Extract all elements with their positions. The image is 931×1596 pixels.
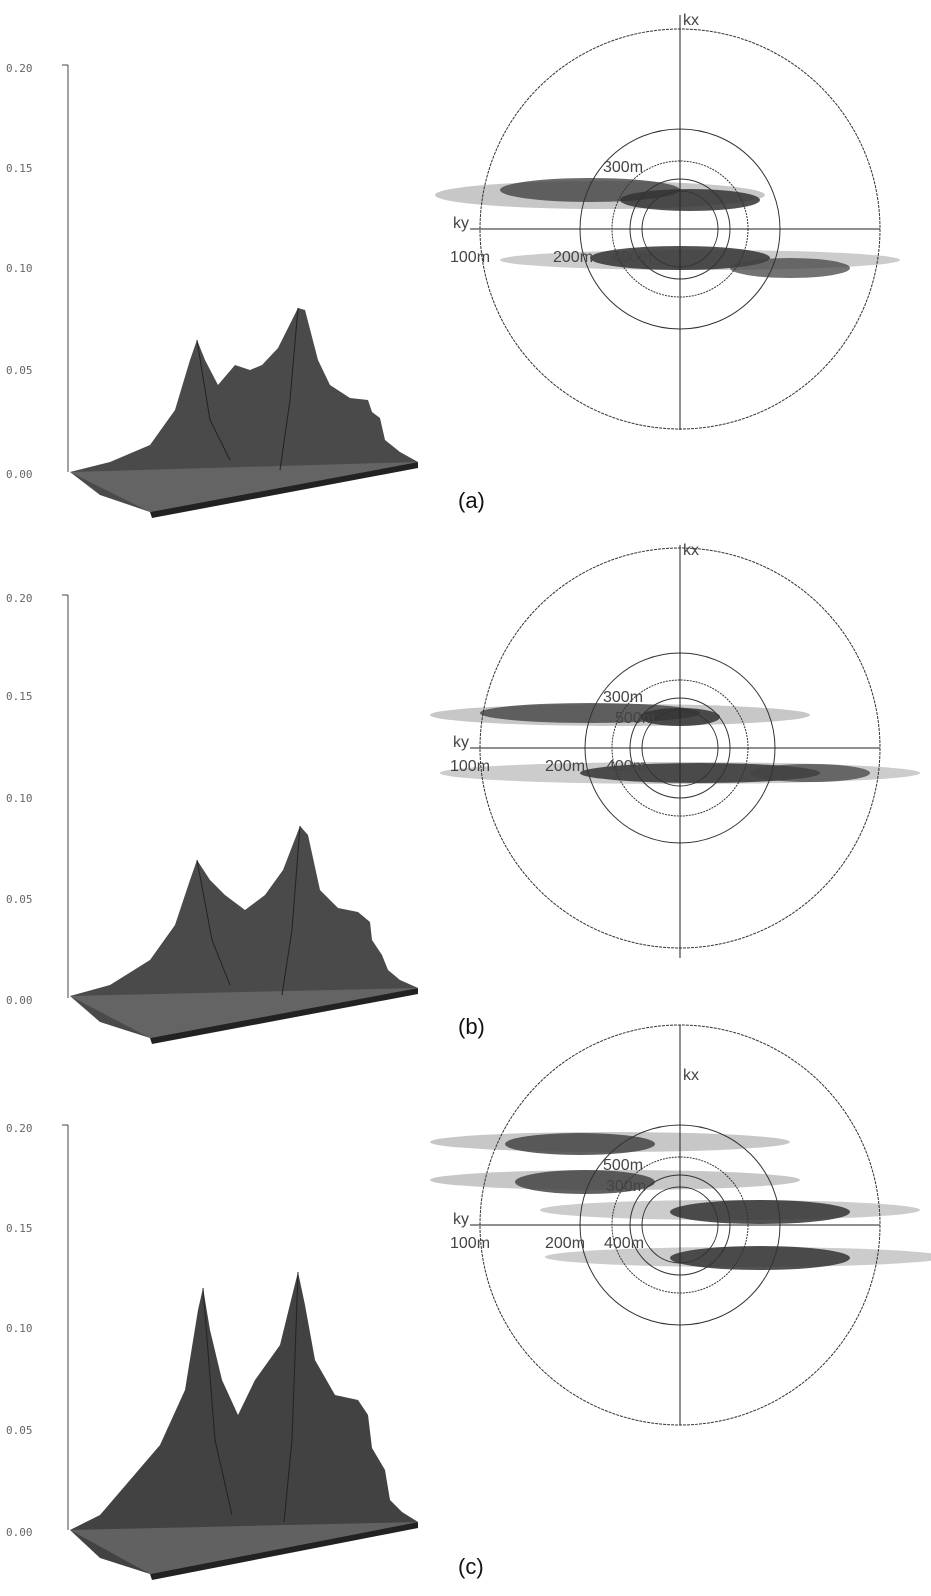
kx-label: kx bbox=[683, 12, 699, 29]
ring-label: 500m bbox=[615, 710, 655, 727]
ky-label: ky bbox=[453, 1211, 469, 1228]
ring-label: 200m bbox=[545, 1235, 585, 1252]
z-tick: 0.15 bbox=[6, 690, 33, 703]
ring-label: 100m bbox=[450, 249, 490, 266]
ring-label: 100m bbox=[450, 1235, 490, 1252]
kx-label: kx bbox=[683, 542, 699, 559]
z-tick: 0.00 bbox=[6, 468, 33, 481]
ring-label: 300m bbox=[603, 689, 643, 706]
z-tick: 0.20 bbox=[6, 62, 33, 75]
panel-label-a: (a) bbox=[458, 488, 485, 513]
polar-spectrum-c bbox=[430, 1132, 920, 1224]
ky-label: ky bbox=[453, 215, 469, 232]
z-tick: 0.00 bbox=[6, 1526, 33, 1539]
ring-label: 300m bbox=[603, 159, 643, 176]
panel-a: 0.20 0.15 0.10 0.05 0.00 kx ky 300m 100m… bbox=[0, 0, 931, 520]
panel-label-c: (c) bbox=[458, 1554, 484, 1579]
z-tick: 0.15 bbox=[6, 162, 33, 175]
ring-label: 500m bbox=[603, 1157, 643, 1174]
z-tick: 0.20 bbox=[6, 592, 33, 605]
surface-body bbox=[70, 826, 418, 1038]
surface-plot-b: 0.20 0.15 0.10 0.05 0.00 bbox=[6, 592, 418, 1044]
polar-spectrum-b: kx ky 300m 500m 100m 200m 400m bbox=[430, 542, 920, 958]
z-tick: 0.00 bbox=[6, 994, 33, 1007]
z-tick: 0.10 bbox=[6, 1322, 33, 1335]
ring-label: 400m bbox=[606, 758, 646, 775]
ring-label: 400m bbox=[612, 249, 652, 266]
ring-label: 400m bbox=[604, 1235, 644, 1252]
ring-label: 100m bbox=[450, 758, 490, 775]
ky-label: ky bbox=[453, 734, 469, 751]
ring-label: 200m bbox=[553, 249, 593, 266]
surface-body bbox=[70, 1272, 418, 1574]
z-tick: 0.05 bbox=[6, 893, 33, 906]
z-tick: 0.20 bbox=[6, 1122, 33, 1135]
surface-plot-a: 0.20 0.15 0.10 0.05 0.00 bbox=[6, 62, 418, 518]
panel-b: 0.20 0.15 0.10 0.05 0.00 kx ky 300m 500m… bbox=[0, 530, 931, 1050]
surface-plot-c: 0.20 0.15 0.10 0.05 0.00 bbox=[6, 1122, 418, 1580]
ring-label: 200m bbox=[545, 758, 585, 775]
z-tick: 0.10 bbox=[6, 262, 33, 275]
panel-label-b: (b) bbox=[458, 1014, 485, 1039]
z-tick: 0.15 bbox=[6, 1222, 33, 1235]
ring-label: 300m bbox=[606, 1178, 646, 1195]
z-tick: 0.10 bbox=[6, 792, 33, 805]
polar-spectrum-a: kx ky 300m 100m 200m 400m bbox=[435, 12, 900, 430]
z-tick: 0.05 bbox=[6, 364, 33, 377]
z-tick: 0.05 bbox=[6, 1424, 33, 1437]
kx-label: kx bbox=[683, 1067, 699, 1084]
panel-c: 0.20 0.15 0.10 0.05 0.00 (c) bbox=[0, 1060, 931, 1580]
surface-body bbox=[70, 308, 418, 512]
